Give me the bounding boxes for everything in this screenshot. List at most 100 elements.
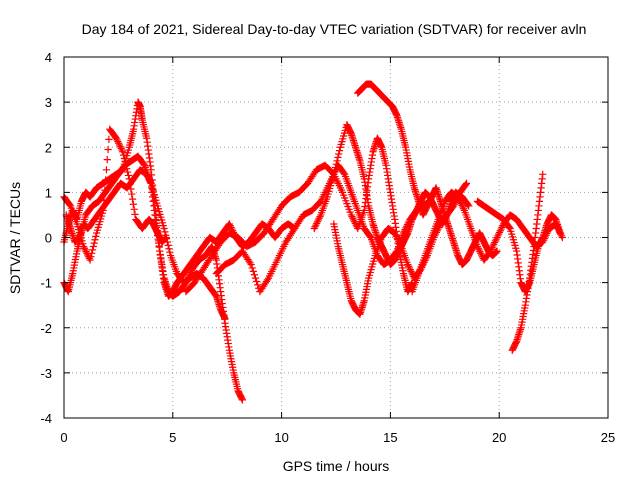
data-point-interp (159, 222, 167, 230)
data-point-interp (155, 207, 163, 216)
data-point-interp (101, 186, 109, 194)
data-point-interp (340, 191, 348, 199)
data-point-interp (510, 238, 518, 247)
y-axis-label: SDTVAR / TECUs (7, 182, 23, 294)
axis-ticks: 0 5 10 15 20 25 -4 -3 -2 -1 0 1 2 3 4 (40, 50, 615, 445)
data-point-sat-h (365, 274, 373, 282)
data-point-interp (102, 176, 110, 184)
data-point-interp (345, 205, 353, 213)
data-point-interp (325, 187, 333, 195)
data-point-interp (335, 150, 343, 158)
data-point-interp (365, 271, 374, 279)
data-point-interp (166, 248, 174, 256)
data-point-interp (370, 254, 378, 262)
data-point-interp (327, 179, 335, 187)
data-point-sat-f (247, 260, 255, 269)
data-point-sat-d (162, 233, 170, 242)
y-tick-label: 4 (45, 50, 52, 65)
data-point-interp (250, 271, 258, 279)
data-point-interp (97, 215, 105, 223)
data-point-interp (104, 145, 112, 154)
data-point-interp (97, 212, 106, 220)
y-tick-label: -2 (40, 321, 52, 336)
data-point-interp (332, 160, 340, 168)
data-point-interp (100, 196, 108, 204)
data-point-sat-g (323, 193, 331, 201)
data-point-interp (369, 257, 378, 265)
chart-title: Day 184 of 2021, Sidereal Day-to-day VTE… (82, 21, 587, 37)
data-point-sat-d (125, 175, 133, 183)
data-point-interp (154, 205, 162, 213)
y-tick-label: 3 (45, 95, 52, 110)
x-tick-label: 10 (274, 430, 288, 445)
data-point-interp (149, 185, 157, 193)
data-point-interp (153, 199, 161, 207)
data-point-sat-b (238, 396, 247, 404)
data-point-interp (335, 147, 344, 155)
data-point-interp (124, 146, 133, 154)
data-point-interp (512, 244, 520, 252)
x-tick-label: 20 (492, 430, 506, 445)
data-point-interp (121, 158, 129, 166)
data-point-interp (152, 196, 160, 204)
data-point-interp (88, 246, 97, 254)
data-point-interp (79, 240, 87, 248)
data-point-interp (161, 228, 169, 236)
data-point-interp (367, 266, 375, 274)
data-points (60, 80, 566, 404)
data-point-interp (91, 236, 99, 244)
data-point-interp (122, 161, 130, 169)
data-point-interp (123, 165, 131, 173)
data-point-interp (77, 234, 85, 242)
data-point-interp (131, 210, 139, 218)
data-point-interp (339, 135, 347, 143)
data-point-interp (509, 236, 517, 244)
data-point-interp (333, 157, 341, 165)
data-point-interp (129, 200, 137, 208)
data-point-interp (128, 190, 136, 198)
data-point-sat-g (336, 143, 344, 151)
x-axis-label: GPS time / hours (283, 458, 390, 474)
data-point-interp (340, 132, 348, 140)
data-point-interp (340, 129, 349, 137)
data-point-interp (331, 163, 340, 172)
data-point-interp (90, 239, 98, 247)
data-point-interp (462, 180, 470, 189)
data-point-sat-g (330, 170, 338, 178)
data-point-sat-d (73, 220, 81, 228)
data-point-interp (326, 182, 335, 190)
data-point-interp (93, 226, 102, 234)
data-point-interp (344, 202, 352, 211)
data-point-sat-g (465, 202, 473, 210)
data-point-sat-c (153, 202, 162, 210)
data-point-interp (92, 232, 100, 240)
data-point-interp (366, 268, 374, 277)
data-point-interp (89, 242, 97, 251)
data-point-interp (329, 173, 337, 181)
data-point-interp (324, 190, 332, 198)
data-point-interp (158, 216, 166, 224)
data-point-interp (127, 185, 135, 193)
data-point-interp (343, 200, 351, 208)
y-tick-label: 0 (45, 231, 52, 246)
data-point-interp (156, 210, 164, 218)
data-point-sat-c (160, 224, 168, 233)
data-point-sat-d (86, 256, 94, 264)
data-point-interp (130, 205, 138, 213)
y-tick-label: 1 (45, 185, 52, 200)
data-point-sat-i (493, 247, 501, 255)
data-point-sat-h (462, 179, 471, 187)
data-point-sat-l (539, 170, 547, 178)
y-tick-label: -4 (40, 411, 52, 426)
data-point-interp (96, 218, 104, 226)
data-point-interp (346, 208, 354, 216)
data-point-interp (369, 260, 377, 268)
data-point-sat-d (119, 148, 127, 156)
y-tick-label: -3 (40, 366, 52, 381)
data-point-interp (507, 227, 515, 235)
data-point-sat-k (556, 229, 564, 237)
data-point-interp (119, 151, 128, 159)
data-point-interp (76, 231, 84, 239)
data-point-interp (328, 176, 336, 184)
